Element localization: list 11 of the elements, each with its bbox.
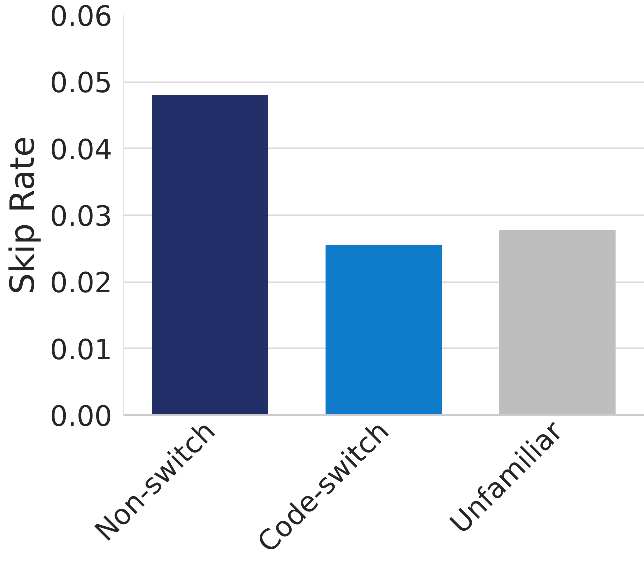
bar <box>326 246 442 416</box>
y-tick-label: 0.05 <box>50 66 112 100</box>
y-tick-label: 0.04 <box>50 133 112 166</box>
y-tick-label: 0.03 <box>50 200 112 233</box>
bar <box>152 96 269 416</box>
y-tick-label: 0.06 <box>50 0 112 33</box>
y-tick-label: 0.00 <box>50 400 112 433</box>
y-axis-title: Skip Rate <box>3 136 42 294</box>
y-tick-label: 0.02 <box>50 266 112 300</box>
y-tick-label: 0.01 <box>50 333 112 366</box>
bar <box>499 230 616 416</box>
